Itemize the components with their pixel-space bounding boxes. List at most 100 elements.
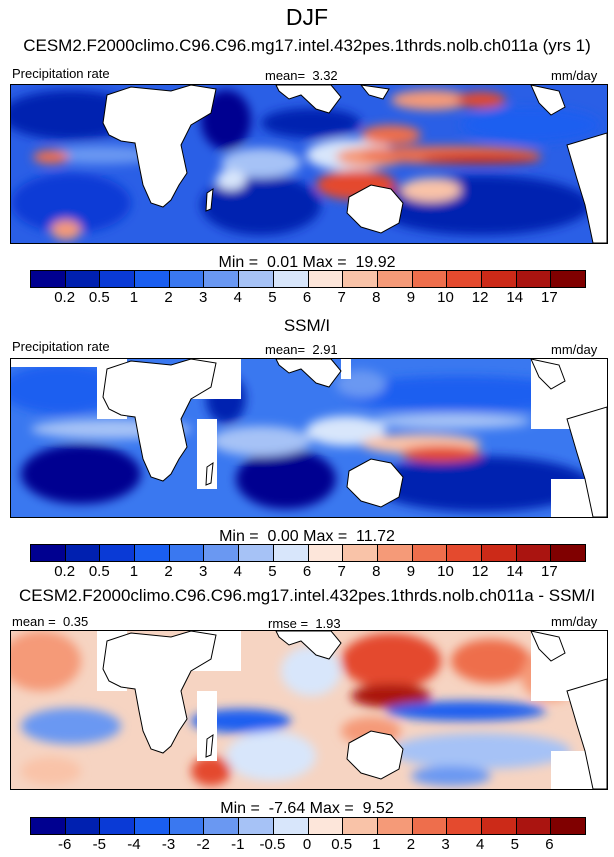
panel3-title: CESM2.F2000climo.C96.C96.mg17.intel.432p…: [18, 586, 596, 605]
colorbar-tick-label: 2: [164, 289, 173, 306]
colorbar-swatch: [65, 271, 101, 287]
panel3-max-value: 9.52: [362, 800, 394, 817]
colorbar-tick-label: 14: [506, 289, 524, 306]
colorbar-swatch: [65, 818, 101, 834]
panel3-rmse-label: rmse = 1.93: [268, 616, 341, 631]
colorbar-swatch: [308, 545, 344, 561]
colorbar-tick-label: 10: [437, 289, 454, 306]
panel1-min-max: Min = 0.01 Max = 19.92: [218, 254, 396, 271]
panel3-colorbar: [30, 817, 586, 835]
colorbar-swatch: [135, 271, 170, 287]
colorbar-swatch: [343, 545, 378, 561]
colorbar-swatch: [31, 818, 66, 834]
colorbar-tick-label: 17: [541, 563, 558, 580]
colorbar-tick-label: -5: [92, 836, 106, 853]
colorbar-tick-label: -2: [196, 836, 210, 853]
colorbar-swatch: [100, 271, 136, 287]
colorbar-swatch: [65, 545, 101, 561]
panel2-max-value: 11.72: [356, 528, 395, 545]
panel1-mean-value: 3.32: [312, 68, 338, 83]
panel1-colorbar-ticks: 0.2 0.5 1 2 3 4 5 6 7 8 9 10 12 14 17: [30, 289, 584, 307]
colorbar-swatch: [343, 271, 378, 287]
panel3-units: mm/day: [551, 614, 598, 629]
colorbar-tick-label: 3: [198, 563, 208, 580]
panel2-colorbar: [30, 544, 586, 562]
panel1-variable-label: Precipitation rate: [12, 66, 110, 81]
colorbar-swatch: [343, 818, 378, 834]
colorbar-tick-label: 6: [545, 836, 554, 853]
colorbar-tick-label: 0.2: [54, 289, 76, 306]
colorbar-swatch: [239, 271, 274, 287]
panel3-min-value: -7.64: [268, 800, 306, 817]
colorbar-tick-label: -3: [161, 836, 176, 853]
colorbar-tick-label: 4: [233, 563, 242, 580]
colorbar-tick-label: 4: [475, 836, 485, 853]
colorbar-swatch: [516, 818, 552, 834]
colorbar-tick-label: 17: [541, 289, 558, 306]
season-title: DJF: [285, 4, 329, 30]
colorbar-swatch: [447, 818, 482, 834]
colorbar-swatch: [447, 545, 482, 561]
colorbar-swatch: [273, 818, 309, 834]
panel1-min-value: 0.01: [266, 254, 299, 271]
colorbar-swatch: [516, 545, 552, 561]
colorbar-swatch: [169, 545, 205, 561]
colorbar-tick-label: -6: [57, 836, 72, 853]
colorbar-swatch: [551, 545, 585, 561]
panel2-variable-label: Precipitation rate: [12, 339, 110, 354]
colorbar-tick-label: 8: [372, 563, 381, 580]
colorbar-swatch: [551, 271, 585, 287]
colorbar-tick-label: 4: [233, 289, 242, 306]
colorbar-tick-label: -0.5: [259, 836, 286, 853]
panel3-rmse-value: 1.93: [315, 616, 341, 631]
panel2-units: mm/day: [551, 342, 598, 357]
panel3-min-max: Min = -7.64 Max = 9.52: [220, 800, 394, 817]
colorbar-swatch: [135, 818, 170, 834]
colorbar-swatch: [31, 271, 66, 287]
panel1-map: [10, 84, 608, 244]
colorbar-swatch: [100, 545, 136, 561]
colorbar-swatch: [481, 271, 517, 287]
colorbar-tick-label: 1: [129, 289, 139, 306]
colorbar-tick-label: 12: [471, 563, 489, 580]
colorbar-swatch: [481, 818, 517, 834]
colorbar-tick-label: 5: [510, 836, 519, 853]
panel3-map: [10, 630, 608, 790]
panel2-map: [10, 358, 608, 518]
panel2-title: SSM/I: [283, 316, 331, 335]
colorbar-tick-label: 1: [372, 836, 381, 853]
colorbar-swatch: [412, 818, 448, 834]
colorbar-tick-label: 3: [198, 289, 208, 306]
colorbar-swatch: [239, 818, 274, 834]
colorbar-swatch: [273, 545, 309, 561]
colorbar-swatch: [308, 818, 344, 834]
panel2-stat-label: mean= 2.91: [265, 342, 338, 357]
colorbar-swatch: [516, 271, 552, 287]
colorbar-tick-label: 12: [471, 289, 489, 306]
colorbar-swatch: [100, 818, 136, 834]
colorbar-tick-label: -1: [231, 836, 245, 853]
colorbar-swatch: [204, 271, 240, 287]
colorbar-swatch: [377, 818, 413, 834]
colorbar-swatch: [447, 271, 482, 287]
panel1-colorbar: [30, 270, 586, 288]
colorbar-swatch: [308, 271, 344, 287]
colorbar-tick-label: 5: [268, 563, 277, 580]
panel1-max-value: 19.92: [355, 254, 396, 271]
panel3-mean-label: mean = 0.35: [12, 614, 89, 629]
panel1-units: mm/day: [551, 68, 598, 83]
colorbar-tick-label: 2: [406, 836, 416, 853]
colorbar-tick-label: 6: [302, 289, 312, 306]
panel2-min-max: Min = 0.00 Max = 11.72: [219, 528, 395, 545]
colorbar-tick-label: 7: [337, 563, 346, 580]
colorbar-swatch: [239, 545, 274, 561]
colorbar-tick-label: 14: [506, 563, 524, 580]
colorbar-tick-label: 8: [372, 289, 381, 306]
colorbar-tick-label: 9: [406, 289, 416, 306]
colorbar-tick-label: 9: [406, 563, 416, 580]
colorbar-tick-label: 6: [302, 563, 312, 580]
colorbar-tick-label: 10: [437, 563, 454, 580]
colorbar-swatch: [169, 818, 205, 834]
colorbar-tick-label: 0.5: [88, 563, 110, 580]
colorbar-swatch: [551, 818, 585, 834]
